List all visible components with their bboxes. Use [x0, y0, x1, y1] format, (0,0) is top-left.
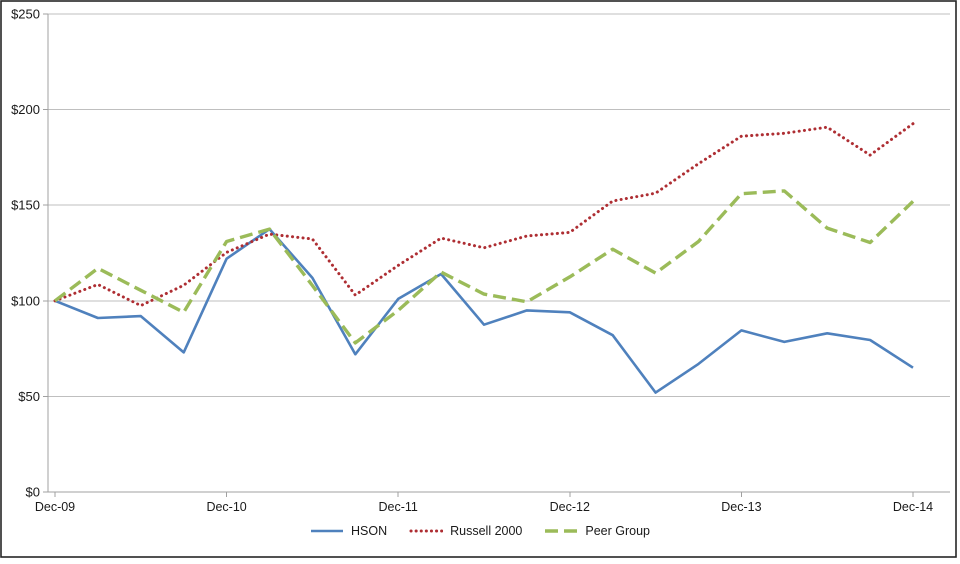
legend-label-hson: HSON [350, 524, 388, 538]
legend-label-russell-2000: Russell 2000 [450, 524, 523, 538]
legend-item-russell-2000: Russell 2000 [409, 524, 522, 538]
y-axis-label: $250 [11, 7, 40, 22]
y-axis-label: $50 [18, 389, 40, 404]
hson-line-sample-icon [310, 529, 343, 533]
x-axis-label: Dec-09 [35, 500, 75, 514]
y-axis-label: $100 [11, 293, 40, 308]
y-axis-label: $150 [11, 198, 40, 213]
y-axis-label: $0 [26, 485, 40, 500]
legend-item-peer-group: Peer Group [544, 524, 650, 538]
peer-group-line-sample-icon [545, 529, 578, 533]
x-axis-label: Dec-14 [893, 500, 933, 514]
x-axis-label: Dec-13 [721, 500, 761, 514]
x-axis-label: Dec-11 [379, 500, 418, 514]
legend-label-peer-group: Peer Group [585, 524, 650, 538]
legend-item-hson: HSON [310, 524, 387, 538]
y-axis-label: $200 [11, 102, 40, 117]
chart-legend: HSON Russell 2000 Peer Group [0, 524, 960, 538]
hson-series-line [54, 227, 914, 394]
x-axis-label: Dec-12 [550, 500, 590, 514]
russell-2000-series-line [53, 122, 915, 308]
peer-group-series-line [53, 189, 915, 345]
x-axis-label: Dec-10 [206, 500, 246, 514]
russell-2000-line-sample-icon [409, 529, 444, 533]
